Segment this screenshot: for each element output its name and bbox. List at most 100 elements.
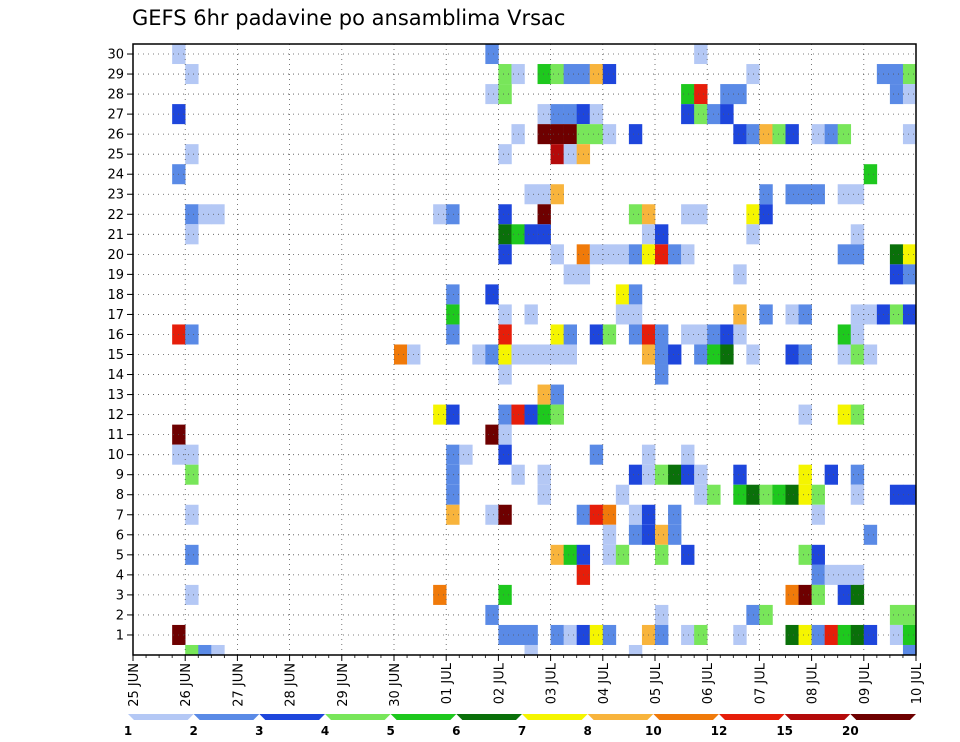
heatmap-cell <box>798 544 812 565</box>
heatmap-cell <box>602 544 617 565</box>
y-tick-label: 29 <box>107 68 124 83</box>
heatmap-cell <box>628 244 643 265</box>
heatmap-cell <box>850 184 865 205</box>
heatmap-cell <box>681 244 695 265</box>
y-tick-label: 28 <box>107 88 124 103</box>
heatmap-cell <box>889 304 904 325</box>
x-axis: 25 JUN 26 JUN 27 JUN 28 JUN 29 JUN 30 JUN 01 J… <box>127 655 925 707</box>
x-tick-label: 06 JUL <box>701 662 716 704</box>
heatmap-cell <box>446 404 460 425</box>
heatmap-cell <box>772 124 786 145</box>
heatmap-cells <box>172 44 917 655</box>
heatmap-cell <box>550 144 564 165</box>
heatmap-cell <box>185 544 199 565</box>
heatmap-cell <box>694 624 708 645</box>
heatmap-cell <box>733 464 747 485</box>
heatmap-cell <box>759 484 773 505</box>
heatmap-cell <box>185 504 199 525</box>
y-tick-label: 10 <box>107 448 124 463</box>
heatmap-cell <box>537 104 551 125</box>
heatmap-cell <box>433 584 447 605</box>
heatmap-cell <box>902 84 917 105</box>
legend-label: 4 <box>321 724 329 738</box>
heatmap-cell <box>589 124 604 145</box>
y-tick-label: 23 <box>107 188 124 203</box>
heatmap-cell <box>498 304 512 325</box>
x-tick-label: 10 JUL <box>910 662 925 704</box>
heatmap-cell <box>563 264 577 285</box>
y-axis: 1234567891011121314151617181920212223242… <box>107 48 133 643</box>
heatmap-cell <box>850 224 865 245</box>
heatmap-cell <box>459 444 473 465</box>
heatmap-cell <box>863 524 878 545</box>
heatmap-cell <box>550 104 564 125</box>
legend-swatch <box>128 714 194 720</box>
heatmap-cell <box>498 64 512 85</box>
heatmap-cell <box>863 624 878 645</box>
heatmap-cell <box>902 124 917 145</box>
heatmap-cell <box>889 244 904 265</box>
legend-label: 3 <box>255 724 263 738</box>
x-tick-label: 02 JUL <box>492 662 507 704</box>
heatmap-cell <box>681 544 695 565</box>
heatmap-cell <box>655 344 669 365</box>
heatmap-cell <box>498 584 512 605</box>
legend-swatch <box>325 714 391 720</box>
legend-swatch <box>587 714 654 720</box>
heatmap-cell <box>694 344 708 365</box>
heatmap-cell <box>485 344 499 365</box>
heatmap-cell <box>785 624 799 645</box>
heatmap-cell <box>185 204 199 225</box>
heatmap-cell <box>446 304 460 325</box>
heatmap-cell <box>589 104 604 125</box>
heatmap-cell <box>602 244 617 265</box>
heatmap-cell <box>550 344 564 365</box>
heatmap-cell <box>602 324 617 345</box>
heatmap-cell <box>537 224 551 245</box>
heatmap-cell <box>733 304 747 325</box>
x-tick-label: 07 JUL <box>753 662 768 704</box>
y-tick-label: 25 <box>107 148 124 163</box>
heatmap-cell <box>902 64 917 85</box>
heatmap-cell <box>681 444 695 465</box>
heatmap-cell <box>902 624 917 645</box>
legend-label: 5 <box>386 724 394 738</box>
heatmap-cell <box>785 344 799 365</box>
heatmap-cell <box>668 244 682 265</box>
heatmap-cell <box>524 184 538 205</box>
heatmap-cell <box>498 444 512 465</box>
y-tick-label: 7 <box>116 508 124 523</box>
x-tick-label: 04 JUL <box>597 662 612 704</box>
heatmap-cell <box>550 384 564 405</box>
legend-swatch <box>850 714 916 720</box>
legend-swatch <box>390 714 457 720</box>
heatmap-cell <box>785 124 799 145</box>
heatmap-cell <box>863 164 878 185</box>
heatmap-cell <box>837 324 852 345</box>
heatmap-cell <box>446 464 460 485</box>
heatmap-cell <box>681 464 695 485</box>
heatmap-cell <box>537 484 551 505</box>
heatmap-cell <box>589 64 604 85</box>
heatmap-cell <box>902 264 917 285</box>
legend-swatch <box>522 714 588 720</box>
heatmap-cell <box>185 64 199 85</box>
heatmap-cell <box>668 524 682 545</box>
heatmap-cell <box>798 624 812 645</box>
y-tick-label: 3 <box>116 588 124 603</box>
heatmap-cell <box>537 64 551 85</box>
heatmap-cell <box>681 624 695 645</box>
legend-label: 6 <box>452 724 460 738</box>
heatmap-cell <box>837 124 852 145</box>
heatmap-cell <box>498 404 512 425</box>
y-tick-label: 22 <box>107 208 124 223</box>
heatmap-cell <box>537 384 551 405</box>
heatmap-cell <box>733 264 747 285</box>
heatmap-cell <box>655 624 669 645</box>
heatmap-cell <box>537 404 551 425</box>
heatmap-cell <box>720 104 734 125</box>
heatmap-cell <box>537 344 551 365</box>
y-tick-label: 8 <box>116 488 124 503</box>
heatmap-cell <box>837 184 852 205</box>
heatmap-cell <box>863 304 878 325</box>
